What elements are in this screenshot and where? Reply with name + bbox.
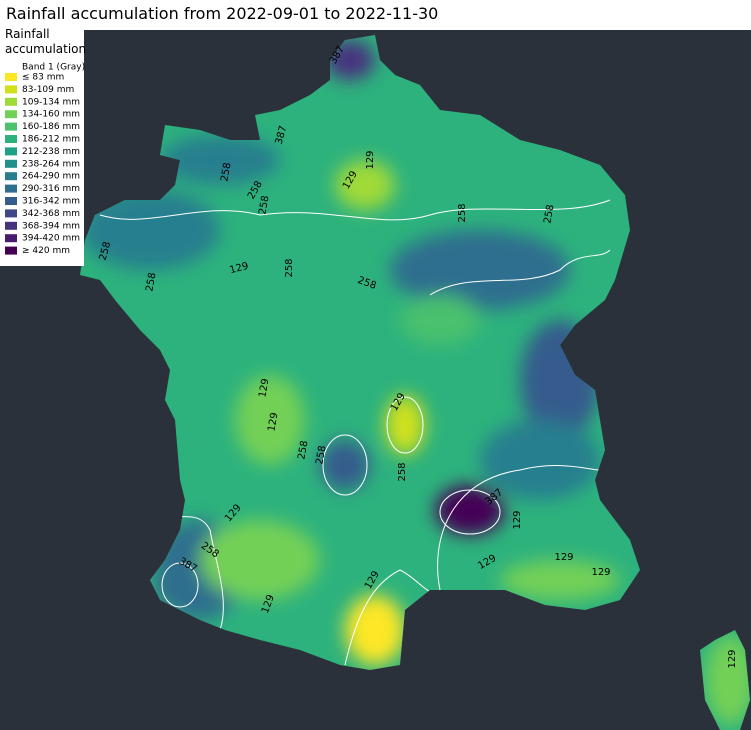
legend-label: 212-238 mm [22, 147, 80, 157]
legend-swatch [5, 209, 17, 218]
contour-label: 258 [542, 204, 556, 225]
contour-label: 258 [144, 272, 158, 293]
legend-swatch [5, 221, 17, 230]
legend-label: 290-316 mm [22, 184, 80, 194]
contour-label: 129 [228, 261, 249, 277]
legend-label: 109-134 mm [22, 97, 80, 107]
legend-swatch [5, 159, 17, 168]
legend-title: accumulation [5, 42, 86, 56]
contour-label: 129 [554, 552, 573, 563]
contour-label: 258 [98, 240, 114, 261]
legend-label: 368-394 mm [22, 221, 80, 231]
legend-swatch [5, 135, 17, 143]
contour-label: 258 [257, 195, 271, 216]
legend-label: 186-212 mm [22, 135, 80, 145]
legend-swatch [5, 73, 17, 81]
legend-label: 83-109 mm [22, 85, 74, 95]
legend-label: 160-186 mm [22, 122, 80, 132]
legend-label: ≤ 83 mm [22, 73, 64, 83]
title: Rainfall accumulation from 2022-09-01 to… [6, 4, 438, 23]
legend-swatch [5, 184, 17, 193]
contour-label: 129 [257, 378, 271, 399]
contour-lines [99, 199, 611, 666]
legend-label: 238-264 mm [22, 159, 80, 169]
legend-label: 316-342 mm [22, 197, 80, 207]
legend-swatch [5, 97, 17, 106]
legend-swatch [5, 234, 17, 243]
legend-swatch [5, 197, 17, 205]
legend-swatch [5, 122, 17, 131]
contour-label: 258 [314, 445, 328, 466]
legend-swatch [5, 246, 17, 255]
legend-label: ≥ 420 mm [22, 246, 70, 256]
contour-label: 258 [284, 258, 295, 277]
legend-label: 342-368 mm [22, 209, 80, 219]
legend-swatch [5, 172, 17, 181]
legend-label: 394-420 mm [22, 234, 80, 244]
legend-label: 134-160 mm [22, 110, 80, 120]
legend-band: Band 1 (Gray) [22, 63, 85, 73]
legend: Rainfall accumulation Band 1 (Gray) ≤ 83… [5, 27, 86, 256]
contour-label: 129 [727, 649, 738, 668]
contour-label: 129 [266, 412, 280, 433]
contour-label: 258 [219, 162, 233, 183]
legend-title: Rainfall [5, 27, 50, 41]
contour-label: 129 [365, 150, 376, 169]
contour-label: 387 [274, 124, 290, 145]
legend-swatch [5, 85, 17, 94]
legend-swatch [5, 147, 17, 156]
title-band [0, 0, 751, 30]
contour-label: 129 [591, 567, 610, 578]
legend-swatch [5, 110, 17, 119]
contour-label: 258 [457, 203, 468, 222]
contour-label: 258 [296, 440, 310, 461]
contour-label: 129 [512, 510, 523, 529]
contour-label: 258 [397, 462, 408, 481]
legend-label: 264-290 mm [22, 172, 80, 182]
